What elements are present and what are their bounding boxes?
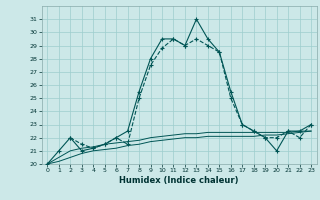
- X-axis label: Humidex (Indice chaleur): Humidex (Indice chaleur): [119, 176, 239, 185]
